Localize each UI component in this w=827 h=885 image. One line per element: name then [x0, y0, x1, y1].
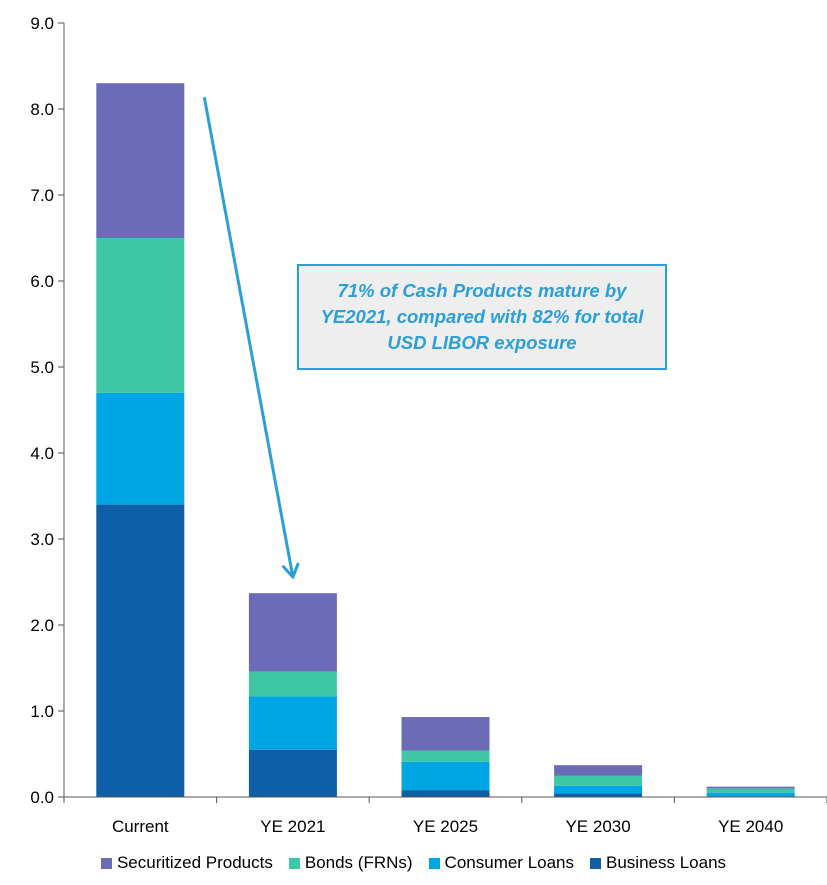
x-axis: Current YE 2021 YE 2025 YE 2030 YE 2040: [63, 796, 827, 836]
legend-swatch: [428, 857, 440, 869]
bar-segment: [554, 765, 643, 776]
bar-segment: [401, 761, 490, 791]
x-tick-label: Current: [112, 817, 169, 836]
legend: Securitized Products Bonds (FRNs) Consumer…: [0, 848, 827, 878]
bar-segment: [248, 671, 337, 697]
annotation-arrow-head: [282, 562, 300, 579]
x-tick-label: YE 2030: [565, 817, 630, 836]
y-tick-label: 1.0: [30, 702, 54, 721]
bar-segment: [248, 749, 337, 797]
y-tick-label: 9.0: [30, 14, 54, 33]
y-tick-label: 4.0: [30, 444, 54, 463]
bar-segment: [554, 775, 643, 786]
legend-swatch: [590, 857, 602, 869]
y-tick-label: 2.0: [30, 616, 54, 635]
legend-label: Bonds (FRNs): [304, 853, 413, 872]
bar-segment: [248, 593, 337, 672]
bar-segment: [96, 504, 185, 797]
x-tick-label: YE 2025: [413, 817, 478, 836]
y-tick-label: 5.0: [30, 358, 54, 377]
bar-segment: [401, 750, 490, 762]
legend-label: Business Loans: [606, 853, 727, 872]
legend-swatch: [288, 857, 300, 869]
bar-segment: [706, 786, 795, 789]
legend-swatch: [100, 857, 112, 869]
y-tick-label: 8.0: [30, 100, 54, 119]
y-tick-label: 0.0: [30, 788, 54, 807]
annotation-text: 71% of Cash Products mature by YE2021, c…: [320, 280, 644, 353]
bar-segment: [706, 788, 795, 793]
legend-item: Consumer Loans: [428, 853, 575, 873]
bar-segment: [96, 392, 185, 505]
y-tick-label: 7.0: [30, 186, 54, 205]
bar-segment: [96, 238, 185, 393]
y-tick-label: 3.0: [30, 530, 54, 549]
y-axis: 0.0 1.0 2.0 3.0 4.0 5.0 6.0 7.0 8.0 9.0: [30, 14, 65, 807]
legend-item: Bonds (FRNs): [288, 853, 413, 873]
bars: [96, 83, 795, 797]
x-tick-label: YE 2021: [260, 817, 325, 836]
bar-segment: [554, 793, 643, 797]
annotation-arrow: [202, 96, 300, 579]
bar-segment: [554, 785, 643, 794]
legend-item: Securitized Products: [100, 853, 273, 873]
annotation-callout: 71% of Cash Products mature by YE2021, c…: [297, 264, 667, 370]
bar-segment: [706, 792, 795, 797]
y-tick-label: 6.0: [30, 272, 54, 291]
annotation-arrow-shaft: [202, 96, 295, 578]
legend-label: Securitized Products: [116, 853, 273, 872]
bar-segment: [96, 83, 185, 238]
stacked-bar-chart: 0.0 1.0 2.0 3.0 4.0 5.0 6.0 7.0 8.0 9.0 Current YE…: [30, 14, 827, 836]
bar-segment: [401, 717, 490, 751]
bar-segment: [401, 790, 490, 797]
legend-item: Business Loans: [590, 853, 726, 873]
x-tick-label: YE 2040: [718, 817, 783, 836]
legend-label: Consumer Loans: [444, 853, 575, 872]
bar-segment: [248, 696, 337, 750]
